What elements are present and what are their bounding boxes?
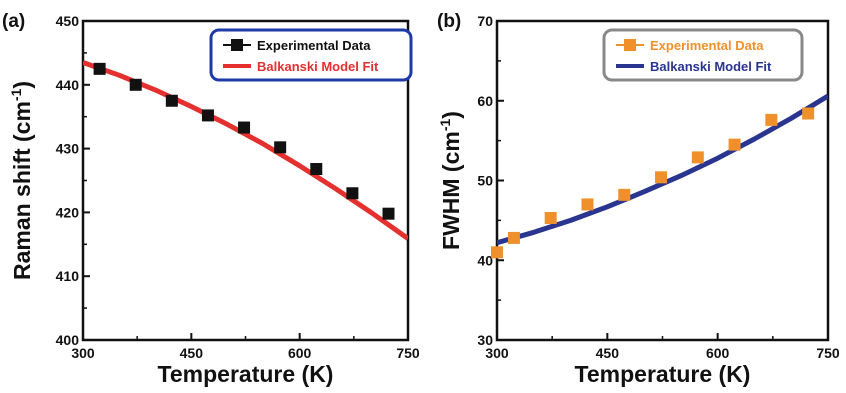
data-point (728, 138, 741, 151)
y-axis-label-end: ) (9, 81, 35, 89)
panel-label: (b) (437, 11, 461, 32)
data-point (507, 231, 520, 244)
y-tick-label: 420 (56, 204, 80, 220)
panel-a: (a)300 450 600 750400410420430440450Tempera… (2, 11, 420, 387)
y-axis-label: FWHM (cm-1) (437, 111, 464, 250)
fit-line (497, 93, 828, 246)
legend-entry: Balkanski Model Fit (257, 59, 379, 74)
x-tick-label: 300 (485, 345, 509, 361)
y-tick-label: 50 (477, 173, 493, 189)
data-point (274, 141, 287, 154)
data-point (691, 151, 704, 164)
data-point (238, 121, 251, 134)
y-axis-label-superscript: -1 (8, 88, 24, 101)
x-tick-label: 750 (396, 345, 420, 361)
data-point (802, 107, 815, 120)
y-tick-label: 450 (56, 13, 80, 29)
y-tick-label: 60 (477, 93, 493, 109)
legend-swatch-marker (231, 39, 243, 51)
y-tick-label: 70 (477, 13, 493, 29)
data-point (765, 113, 778, 126)
data-point (581, 198, 594, 211)
y-axis-label-end: ) (438, 111, 464, 119)
y-tick-label: 400 (56, 332, 80, 348)
y-tick-label: 440 (56, 77, 80, 93)
y-axis-label-main: FWHM (cm (438, 131, 464, 250)
data-point (544, 211, 557, 224)
data-point (93, 62, 106, 75)
data-point (491, 246, 503, 259)
data-point (346, 187, 359, 200)
data-point (618, 188, 631, 201)
x-axis-label: Temperature (K) (158, 361, 334, 387)
data-point (655, 171, 668, 184)
x-axis-label: Temperature (K) (575, 361, 751, 387)
legend-swatch-marker (624, 39, 636, 51)
legend-entry: Balkanski Model Fit (650, 59, 772, 74)
legend-entry: Experimental Data (257, 38, 371, 53)
y-tick-label: 30 (477, 332, 493, 348)
x-tick-label: 600 (706, 345, 730, 361)
legend-box (209, 28, 413, 82)
x-tick-label: 450 (180, 345, 204, 361)
legend-box (602, 28, 804, 82)
panel-b: (b) 300 450 600 750 30 40 50 60 70 Temperature (K)… (437, 11, 840, 387)
data-point (382, 207, 395, 220)
y-axis-label-main: Raman shift (cm (9, 101, 35, 280)
legend-entry: Experimental Data (650, 38, 764, 53)
y-axis-label-superscript: -1 (437, 118, 453, 131)
y-tick-label: 410 (56, 268, 80, 284)
y-axis-label: Raman shift (cm-1) (8, 81, 35, 280)
x-tick-label: 300 (71, 345, 95, 361)
data-point (129, 78, 142, 91)
data-point (165, 94, 178, 107)
data-point (201, 109, 214, 122)
y-tick-label: 430 (56, 141, 80, 157)
panel-label: (a) (2, 11, 25, 32)
x-tick-label: 600 (288, 345, 312, 361)
x-tick-label: 750 (816, 345, 840, 361)
data-point (310, 163, 323, 176)
x-tick-label: 450 (596, 345, 620, 361)
y-tick-label: 40 (477, 252, 493, 268)
